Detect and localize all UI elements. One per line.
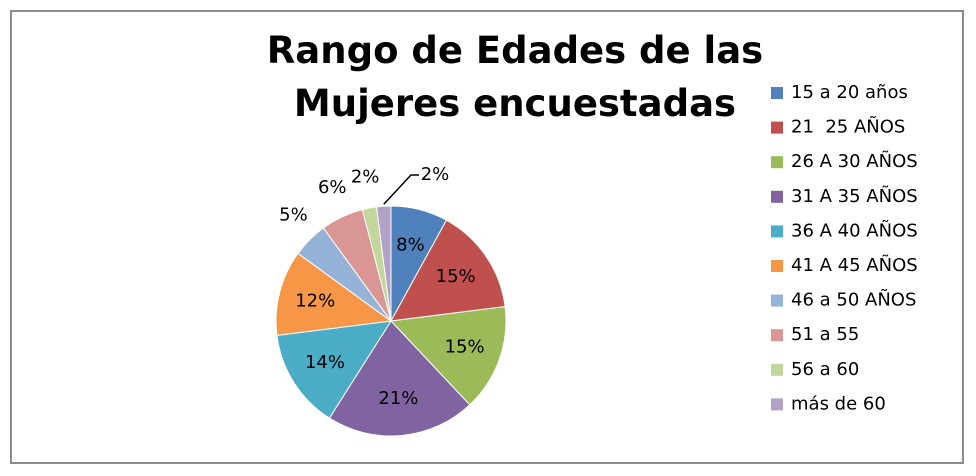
pie-slice xyxy=(389,306,507,406)
data-label: 5% xyxy=(279,204,308,225)
data-label: 15% xyxy=(436,266,476,287)
legend-label: 46 a 50 AÑOS xyxy=(791,289,916,311)
data-label: 6% xyxy=(318,177,347,198)
data-label: 15% xyxy=(445,336,485,357)
legend-label: 41 A 45 AÑOS xyxy=(791,254,918,276)
pie-slice xyxy=(390,219,506,322)
pie-slice xyxy=(328,320,471,437)
pie-slice xyxy=(276,320,392,419)
legend-label: 31 A 35 AÑOS xyxy=(791,185,918,207)
chart-frame xyxy=(10,10,964,464)
legend-label: 15 a 20 años xyxy=(791,82,908,103)
legend-swatch xyxy=(771,398,783,411)
data-label: 14% xyxy=(305,352,345,373)
data-label: 2% xyxy=(351,166,380,187)
legend-swatch xyxy=(771,190,783,203)
legend-swatch xyxy=(771,363,783,376)
data-label: 8% xyxy=(396,234,425,255)
legend-swatch xyxy=(771,156,783,169)
legend-swatch xyxy=(771,121,783,134)
legend-swatch xyxy=(771,260,783,272)
data-label: 2% xyxy=(421,164,450,185)
legend-swatch xyxy=(771,329,783,342)
legend-label: 21 25 AÑOS xyxy=(791,116,905,138)
pie-slice xyxy=(376,205,392,322)
pie-slice xyxy=(275,252,393,336)
legend-label: 51 a 55 xyxy=(791,324,859,345)
leader-line xyxy=(383,174,419,205)
data-label: 21% xyxy=(378,388,418,409)
data-label: 12% xyxy=(295,291,335,312)
legend-swatch xyxy=(771,87,783,99)
legend-swatch xyxy=(771,294,783,307)
legend-label: 26 A 30 AÑOS xyxy=(791,150,918,172)
legend-label: 36 A 40 AÑOS xyxy=(791,219,918,241)
chart-title: Rango de Edades de las Mujeres encuestad… xyxy=(266,29,764,125)
legend-label: 56 a 60 xyxy=(791,359,859,380)
legend-swatch xyxy=(771,225,783,238)
legend-label: más de 60 xyxy=(791,393,886,414)
